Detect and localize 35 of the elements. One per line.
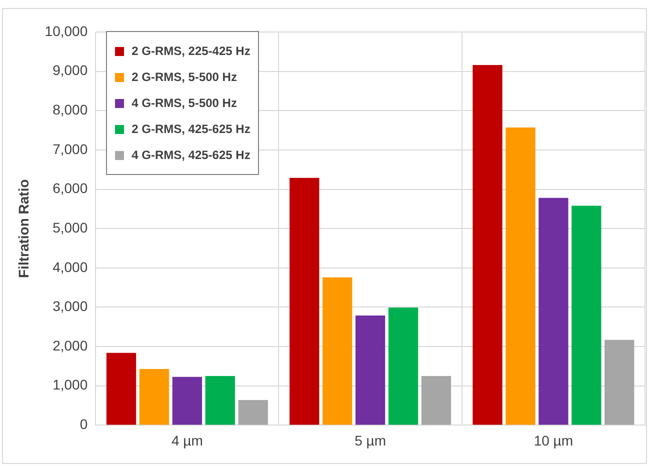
bar (604, 340, 634, 425)
x-tick-label: 4 µm (171, 432, 203, 448)
x-tick-label: 10 µm (534, 432, 574, 448)
bar (421, 376, 452, 425)
bar (355, 315, 386, 425)
y-tick-label: 1,000 (52, 376, 88, 393)
y-tick-label: 6,000 (52, 180, 88, 196)
bar (322, 277, 352, 425)
bar (238, 400, 268, 425)
bar (388, 308, 418, 425)
y-tick-label: 7,000 (52, 140, 88, 157)
y-tick-label: 0 (80, 416, 88, 432)
legend-label: 2 G-RMS, 225-425 Hz (132, 44, 250, 58)
y-tick-label: 10,000 (44, 22, 88, 39)
bar (572, 206, 602, 425)
y-axis-title: Filtration Ratio (15, 179, 32, 278)
bar (205, 376, 235, 425)
legend-label: 2 G-RMS, 5-500 Hz (132, 70, 237, 84)
legend-label: 4 G-RMS, 425-625 Hz (132, 148, 250, 162)
y-tick-label: 9,000 (52, 62, 88, 78)
y-tick-label: 3,000 (52, 298, 88, 314)
bar (538, 198, 568, 425)
y-tick-label: 8,000 (52, 102, 88, 118)
bar (506, 128, 536, 425)
bar (106, 352, 136, 425)
y-tick-label: 5,000 (52, 219, 88, 236)
bar (472, 65, 502, 425)
legend-label: 4 G-RMS, 5-500 Hz (132, 96, 237, 110)
bar (290, 178, 320, 425)
legend-label: 2 G-RMS, 425-625 Hz (132, 122, 250, 136)
x-tick-label: 5 µm (354, 432, 386, 448)
bar (172, 376, 202, 425)
y-tick-label: 2,000 (52, 337, 88, 354)
y-tick-label: 4,000 (52, 258, 88, 275)
bar (139, 368, 170, 425)
